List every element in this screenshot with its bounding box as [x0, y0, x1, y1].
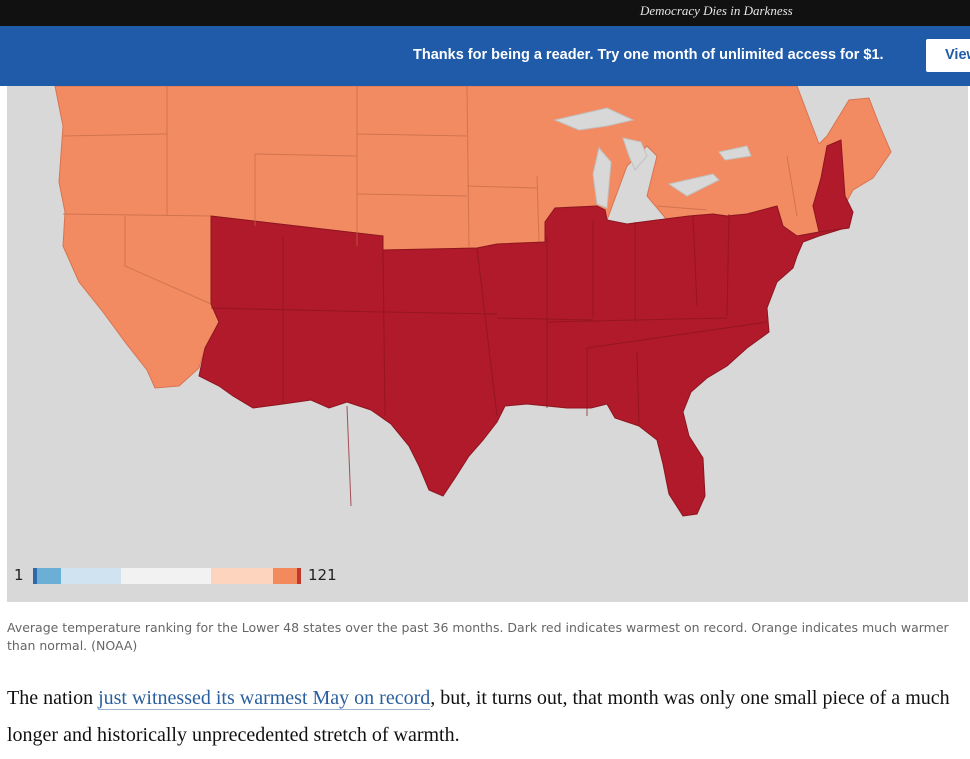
legend-color-bar: [33, 568, 301, 584]
paragraph-text-after: , but, it turns out, that month was only…: [7, 687, 950, 746]
legend-swatch-4: [121, 568, 211, 584]
masthead-tagline: Democracy Dies in Darkness: [640, 3, 793, 18]
subscription-banner: Thanks for being a reader. Try one month…: [0, 26, 970, 86]
legend-swatch-3: [61, 568, 121, 584]
state-borders: [62, 86, 798, 305]
article-paragraph: The nation just witnessed its warmest Ma…: [7, 680, 967, 754]
legend-max-label: 121: [308, 566, 337, 584]
subscription-message: Thanks for being a reader. Try one month…: [413, 47, 884, 63]
paragraph-text-before: The nation: [7, 687, 99, 709]
map-region-northeast-warmest: [812, 139, 854, 233]
great-lakes: [553, 107, 752, 209]
state-borders-dark: [210, 213, 768, 507]
map-region-warmest-on-record: [198, 154, 850, 517]
legend-min-label: 1: [14, 566, 24, 584]
view-offer-button[interactable]: View: [926, 39, 970, 72]
warmest-may-link[interactable]: just witnessed its warmest May on record: [98, 687, 431, 710]
legend-swatch-5: [211, 568, 273, 584]
map-caption: Average temperature ranking for the Lowe…: [7, 620, 949, 653]
legend-swatch-1: [33, 568, 37, 584]
legend-swatch-6: [273, 568, 297, 584]
masthead: Democracy Dies in Darkness: [0, 0, 970, 26]
legend-swatch-7: [297, 568, 301, 584]
temperature-ranking-map: [7, 86, 968, 602]
us-states-map: [54, 86, 892, 517]
legend-swatch-2: [37, 568, 61, 584]
